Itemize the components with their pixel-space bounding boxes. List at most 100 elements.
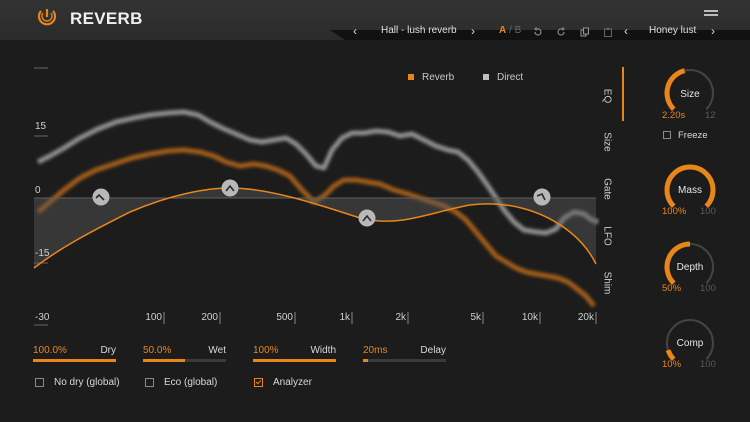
reverb-spectrum-line xyxy=(36,147,596,308)
no-dry-checkbox[interactable]: No dry (global) xyxy=(35,377,120,388)
x-label-1k: 1k xyxy=(339,312,350,323)
x-label-200: 200 xyxy=(201,312,218,323)
eq-curve-line xyxy=(33,187,597,269)
knob-value-arc xyxy=(665,349,676,362)
delay-value: 20ms xyxy=(363,345,388,356)
delay-track[interactable] xyxy=(363,359,446,362)
knob-value-arc xyxy=(664,241,691,286)
width-fill xyxy=(253,359,336,362)
preset2-next-button[interactable]: › xyxy=(711,24,715,38)
size-max: 12 xyxy=(705,110,716,121)
paste-icon[interactable] xyxy=(603,27,613,37)
no-dry-box[interactable] xyxy=(35,377,44,387)
legend-reverb[interactable]: Reverb xyxy=(408,72,454,83)
x-label-500: 500 xyxy=(276,312,293,323)
width-slider[interactable]: 100% Width xyxy=(253,342,336,366)
analyzer-checkbox[interactable]: Analyzer xyxy=(254,377,312,388)
x-label-100: 100 xyxy=(145,312,162,323)
size-label: Size xyxy=(680,89,700,100)
depth-value: 50% xyxy=(662,283,682,294)
size-knob[interactable]: Size 2.20s 12 xyxy=(660,66,720,126)
menu-icon[interactable] xyxy=(704,10,718,18)
eco-box[interactable] xyxy=(145,377,154,387)
mass-value: 100% xyxy=(662,206,687,217)
width-value: 100% xyxy=(253,345,279,356)
dry-fill xyxy=(33,359,116,362)
freeze-checkbox[interactable]: Freeze xyxy=(663,130,708,141)
knob-track-arc xyxy=(666,318,714,360)
freeze-box[interactable] xyxy=(663,131,671,140)
preset2-prev-button[interactable]: ‹ xyxy=(624,24,628,38)
mass-label: Mass xyxy=(678,185,702,196)
ab-a-button[interactable]: A xyxy=(499,25,507,36)
comp-value: 10% xyxy=(662,359,682,370)
wet-label: Wet xyxy=(208,345,226,356)
copy-icon[interactable] xyxy=(580,27,590,37)
header-toolbar-strip xyxy=(0,30,750,40)
eco-label: Eco (global) xyxy=(164,377,218,388)
power-logo-icon[interactable] xyxy=(36,8,58,26)
delay-slider[interactable]: 20ms Delay xyxy=(363,342,446,366)
eq-band-handle-3[interactable] xyxy=(358,209,376,227)
wet-value: 50.0% xyxy=(143,345,172,356)
comp-label: Comp xyxy=(676,338,704,349)
depth-knob[interactable]: Depth 50% 100 xyxy=(660,240,720,300)
y-label-15: 15 xyxy=(35,121,47,132)
dry-label: Dry xyxy=(100,345,116,356)
legend-reverb-label: Reverb xyxy=(422,72,455,83)
delay-fill xyxy=(363,359,368,362)
depth-knob-dial[interactable] xyxy=(660,240,720,290)
ab-separator: / xyxy=(509,25,512,36)
freeze-label: Freeze xyxy=(678,130,708,141)
delay-label: Delay xyxy=(420,345,446,356)
wet-slider[interactable]: 50.0% Wet xyxy=(143,342,226,366)
preset-name[interactable]: Hall - lush reverb xyxy=(381,25,457,36)
mass-max: 100 xyxy=(700,206,716,217)
knob-value-arc xyxy=(664,68,686,112)
eq-band-handle-1[interactable] xyxy=(92,188,110,206)
size-value: 2.20s xyxy=(662,110,686,121)
width-label: Width xyxy=(310,345,336,356)
depth-label: Depth xyxy=(676,262,704,273)
redo-icon[interactable] xyxy=(556,27,566,37)
dry-slider[interactable]: 100.0% Dry xyxy=(33,342,116,366)
eq-band-handle-2[interactable] xyxy=(221,179,239,197)
x-label-10k: 10k xyxy=(521,312,538,323)
analyzer-box[interactable] xyxy=(254,377,263,387)
y-label-0: 0 xyxy=(35,185,41,196)
dry-track[interactable] xyxy=(33,359,116,362)
legend-direct-label: Direct xyxy=(497,72,524,83)
mass-knob[interactable]: Mass 100% 100 xyxy=(660,163,720,223)
size-knob-dial[interactable] xyxy=(660,66,720,116)
ab-b-button[interactable]: B xyxy=(514,25,522,36)
comp-knob[interactable]: Comp 10% 100 xyxy=(660,316,720,376)
y-label-m15: -15 xyxy=(35,248,50,259)
tab-size[interactable]: Size xyxy=(601,132,613,152)
legend-reverb-swatch xyxy=(408,74,414,81)
tab-lfo[interactable]: LFO xyxy=(601,226,613,246)
tab-eq[interactable]: EQ xyxy=(601,88,613,104)
preset-prev-button[interactable]: ‹ xyxy=(353,24,357,38)
x-label-2k: 2k xyxy=(395,312,406,323)
tab-gate[interactable]: Gate xyxy=(601,178,613,200)
legend-direct[interactable]: Direct xyxy=(483,72,523,83)
y-label-m30: -30 xyxy=(35,312,50,323)
mass-knob-dial[interactable] xyxy=(660,163,720,213)
x-label-5k: 5k xyxy=(470,312,481,323)
no-dry-label: No dry (global) xyxy=(54,377,120,388)
app-title: REVERB xyxy=(70,9,143,28)
x-label-20k: 20k xyxy=(577,312,594,323)
tab-shim[interactable]: Shim xyxy=(601,271,613,295)
undo-icon[interactable] xyxy=(533,27,543,37)
width-track[interactable] xyxy=(253,359,336,362)
knob-value-arc xyxy=(664,164,716,209)
eco-checkbox[interactable]: Eco (global) xyxy=(145,377,217,388)
eq-analyzer-plot[interactable] xyxy=(0,40,600,340)
active-tab-indicator xyxy=(622,67,624,121)
eq-band-handle-4[interactable] xyxy=(533,188,551,206)
preset-next-button[interactable]: › xyxy=(471,24,475,38)
wet-track[interactable] xyxy=(143,359,226,362)
preset2-name[interactable]: Honey lust xyxy=(649,25,697,36)
eq-curve-fill xyxy=(34,188,596,268)
comp-knob-dial[interactable] xyxy=(660,316,720,366)
